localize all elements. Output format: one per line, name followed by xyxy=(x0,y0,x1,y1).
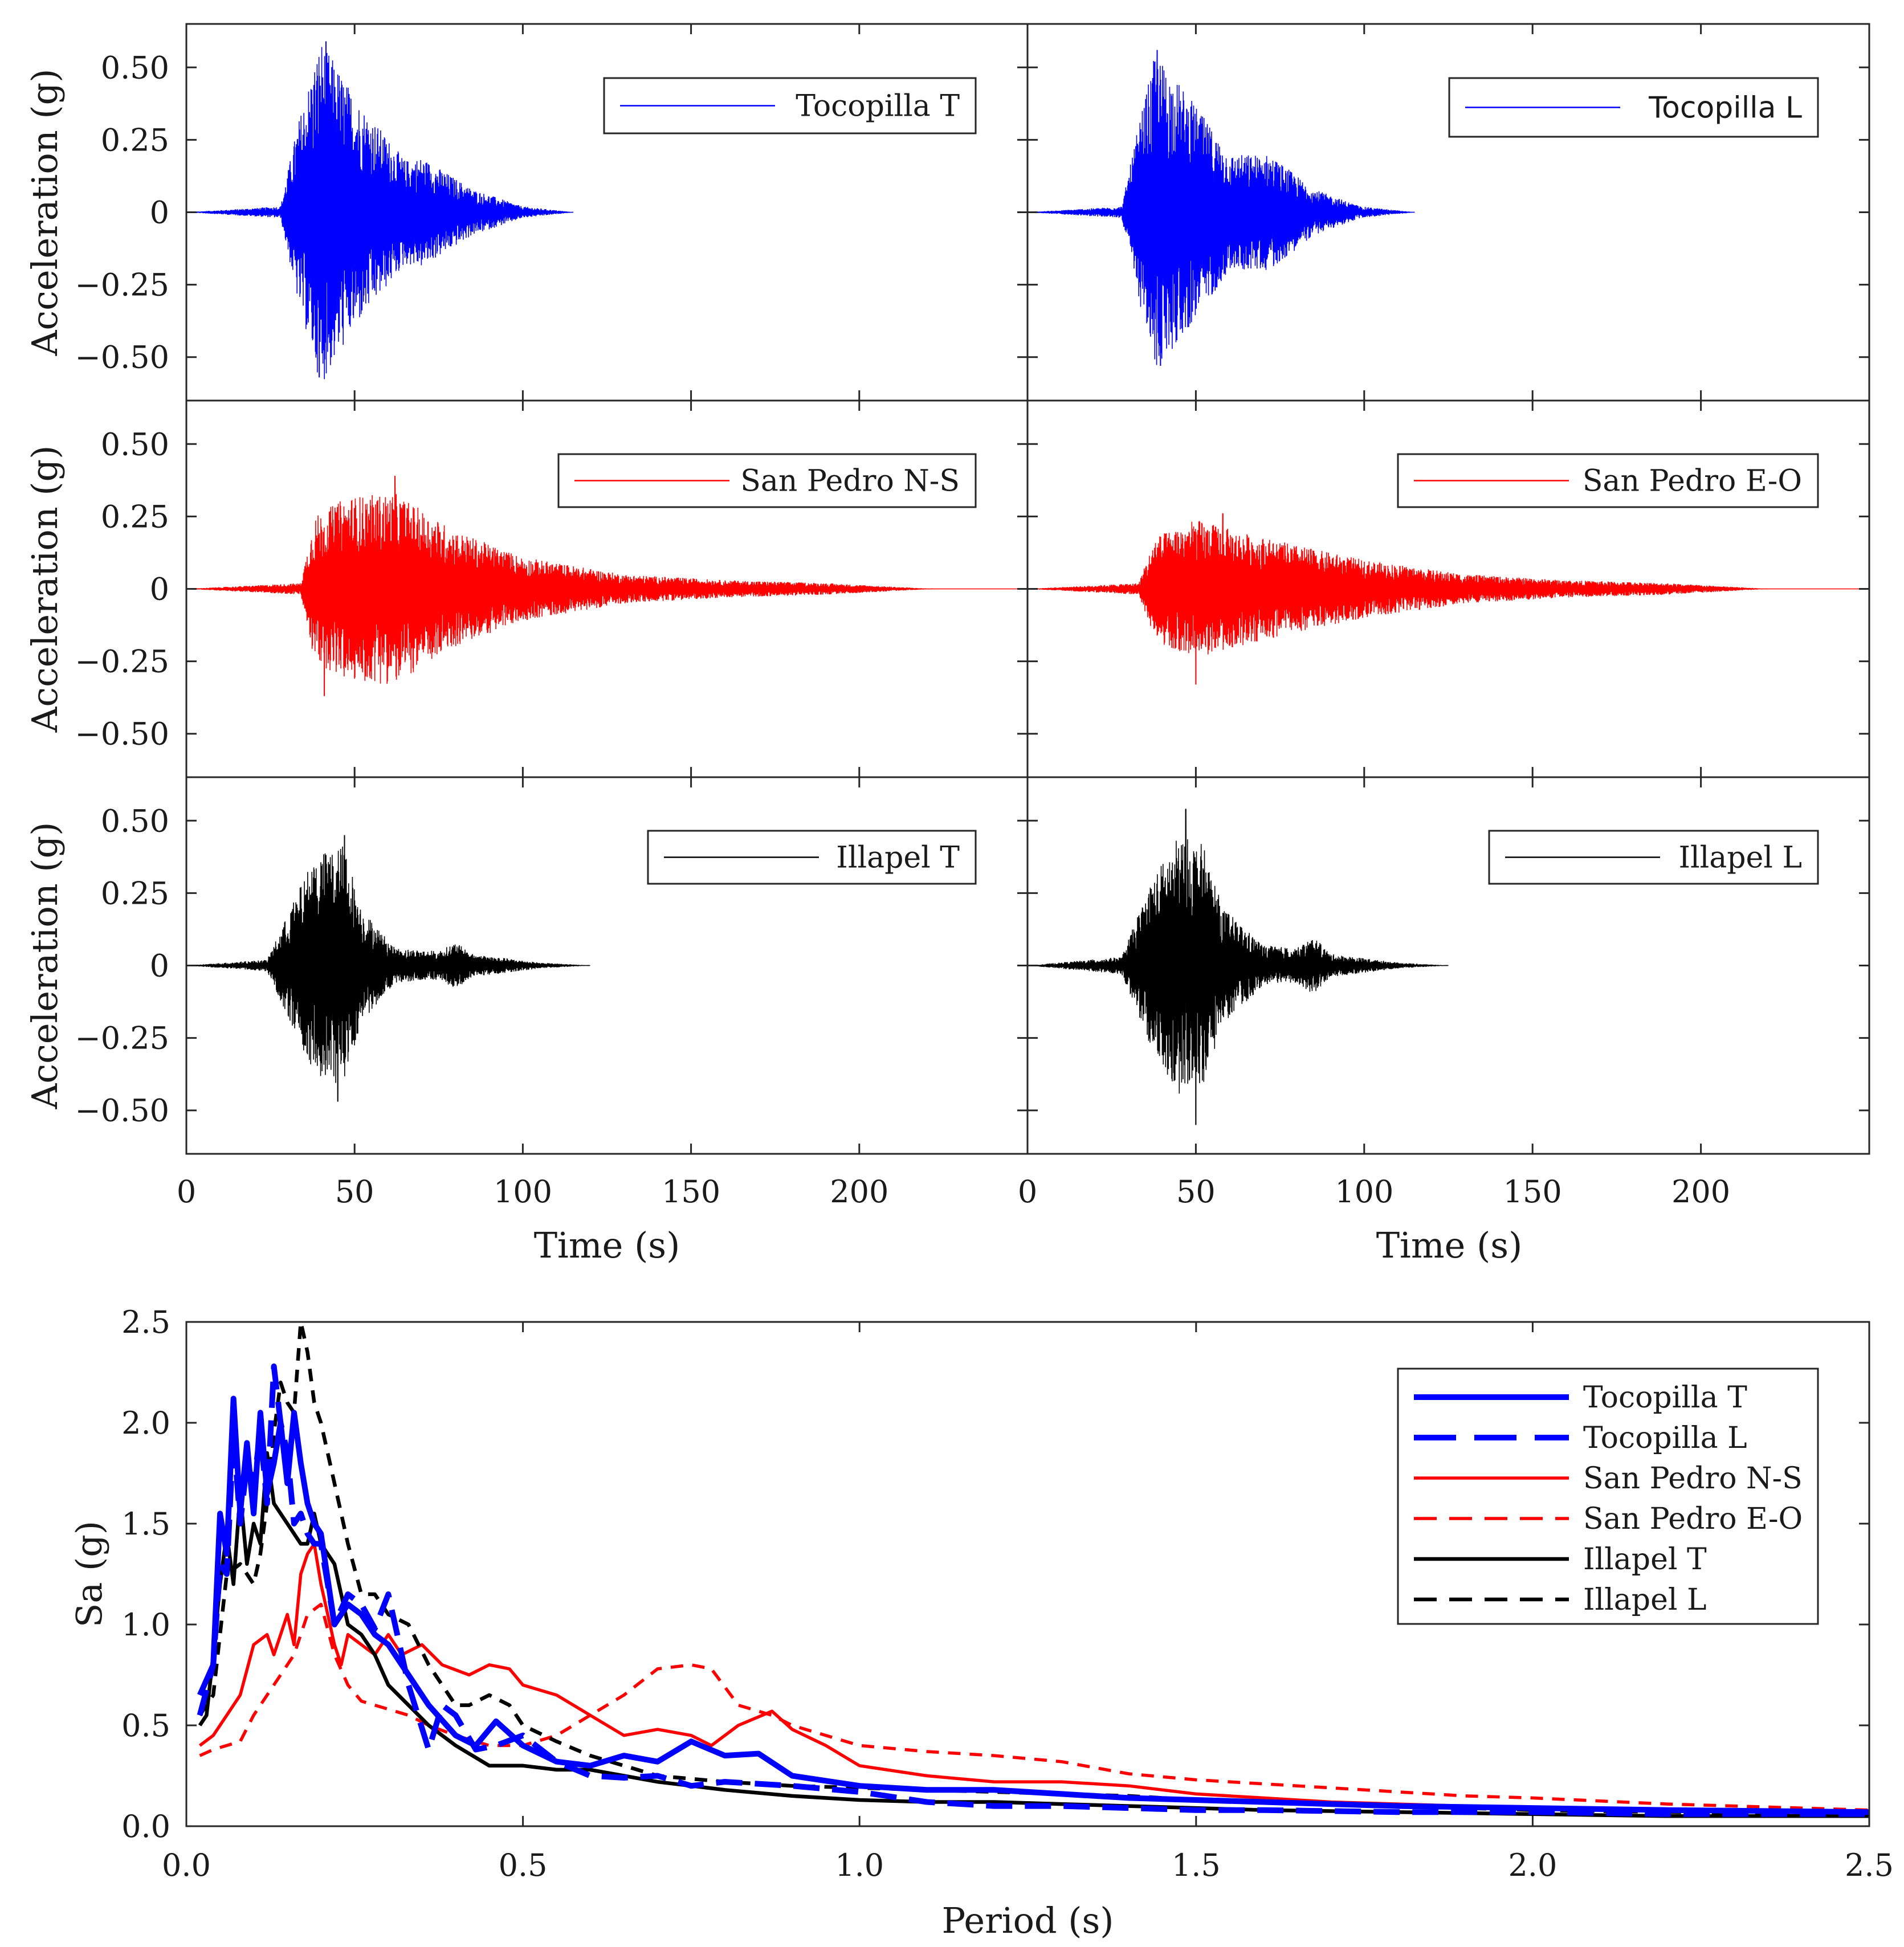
y-tick-label: −0.50 xyxy=(75,1093,169,1129)
spectrum-series xyxy=(197,1322,1869,1818)
series-line xyxy=(186,835,590,1102)
y-tick-label: 0.0 xyxy=(121,1809,170,1844)
y-tick-label: −0.25 xyxy=(75,644,169,680)
y-tick-label: −0.25 xyxy=(75,267,169,303)
legend-label: Illapel T xyxy=(836,841,960,875)
x-axis-label: Time (s) xyxy=(534,1224,680,1266)
y-tick-label: 0.25 xyxy=(101,875,169,911)
response-spectrum-panel: 0.0 0.5 1.0 1.5 2.0 2.5 0.0 0.5 1.0 1.5 2.0 2.5 Peri… xyxy=(68,1304,1894,1941)
y-axis-label: Acceleration (g) xyxy=(24,822,66,1110)
y-axis-label: Acceleration (g) xyxy=(24,69,66,357)
subplot-tocopilla-l: Tocopilla L xyxy=(1026,23,1870,402)
y-tick-label: 0 xyxy=(150,948,169,984)
y-axis-label: Acceleration (g) xyxy=(24,446,66,733)
x-axis-label: Time (s) xyxy=(1376,1224,1523,1266)
legend: Illapel L xyxy=(1488,830,1819,885)
y-tick-label: −0.50 xyxy=(75,716,169,752)
x-tick-label: 2.0 xyxy=(1508,1847,1557,1883)
y-tick-label: 0 xyxy=(150,572,169,607)
y-tick-label: 0.5 xyxy=(121,1708,170,1744)
axes-frame xyxy=(185,1321,1870,1827)
y-tick-label: 0.50 xyxy=(101,426,169,462)
x-tick-label: 0 xyxy=(177,1174,196,1210)
x-tick-label: 100 xyxy=(494,1174,552,1210)
series-line-tocopilla-t xyxy=(197,1395,1869,1815)
x-tick-label: 100 xyxy=(1335,1174,1393,1210)
legend-label: Tocopilla T xyxy=(796,89,960,124)
legend-label: San Pedro N-S xyxy=(1583,1462,1803,1496)
subplot-san-pedro-e-o: San Pedro E-O xyxy=(1026,399,1870,778)
legend: Tocopilla L xyxy=(1448,77,1819,138)
series-line xyxy=(186,476,1028,696)
series-line xyxy=(186,41,573,379)
legend-label: Tocopilla T xyxy=(1583,1381,1747,1415)
y-tick-label: 0 xyxy=(150,195,169,231)
x-tick-label: 2.5 xyxy=(1845,1847,1894,1883)
y-tick-label: −0.50 xyxy=(75,340,169,375)
y-tick-label: 2.5 xyxy=(121,1304,170,1340)
legend-label: San Pedro E-O xyxy=(1583,464,1802,499)
y-tick-label: 0.50 xyxy=(101,50,169,85)
legend-label: San Pedro E-O xyxy=(1583,1502,1803,1536)
y-tick-label: 0.50 xyxy=(101,803,169,839)
x-tick-label: 0.0 xyxy=(162,1847,211,1883)
legend-label: Tocopilla L xyxy=(1648,91,1802,125)
x-tick-label: 200 xyxy=(1671,1174,1730,1210)
x-tick-label: 1.0 xyxy=(835,1847,884,1883)
legend: San Pedro E-O xyxy=(1397,453,1819,508)
y-tick-label: 2.0 xyxy=(121,1405,170,1441)
y-tick-label: 0.25 xyxy=(101,499,169,534)
legend: Tocopilla T xyxy=(603,77,977,134)
series-line-san-pedro-e-o xyxy=(199,1602,1869,1812)
legend-label: Tocopilla L xyxy=(1583,1421,1747,1455)
x-tick-label: 150 xyxy=(662,1174,720,1210)
x-axis-label: Period (s) xyxy=(941,1900,1114,1941)
y-tick-label: 1.0 xyxy=(121,1607,170,1643)
legend-label: Illapel L xyxy=(1678,841,1802,875)
series-line-san-pedro-n-s xyxy=(198,1542,1869,1816)
x-tick-label: 50 xyxy=(1176,1174,1216,1210)
y-tick-label: 1.5 xyxy=(121,1506,170,1542)
x-tick-label: 50 xyxy=(335,1174,374,1210)
x-tick-label: 200 xyxy=(830,1174,888,1210)
legend-box xyxy=(1397,1368,1819,1625)
y-axis-label: Sa (g) xyxy=(68,1521,110,1627)
legend-label: Illapel T xyxy=(1583,1542,1707,1577)
x-tick-label: 0.5 xyxy=(499,1847,548,1883)
legend: San Pedro N-S xyxy=(557,453,977,508)
subplot-tocopilla-t: 0.50 0.25 0 −0.25 −0.50 Acceleration (g) Tocop… xyxy=(24,23,1029,402)
x-tick-label: 0 xyxy=(1018,1174,1037,1210)
legend-label: San Pedro N-S xyxy=(740,464,960,499)
x-tick-label: 1.5 xyxy=(1172,1847,1221,1883)
x-tick-label: 150 xyxy=(1503,1174,1562,1210)
series-line xyxy=(1028,513,1869,685)
series-line-illapel-t xyxy=(198,1451,1869,1818)
subplot-illapel-t: 0.50 0.25 0 −0.25 −0.50 0 50 100 150 200 Accelerat… xyxy=(24,776,1029,1210)
series-line xyxy=(1028,50,1415,366)
subplot-illapel-l: 0 50 100 150 200 Illapel L xyxy=(1018,776,1870,1210)
legend: Tocopilla T Tocopilla L San Pedro N-S San P… xyxy=(1397,1368,1819,1625)
legend-label: Illapel L xyxy=(1583,1583,1707,1617)
y-tick-label: 0.25 xyxy=(101,122,169,158)
legend: Illapel T xyxy=(647,830,977,885)
y-tick-label: −0.25 xyxy=(75,1021,169,1056)
series-line xyxy=(1028,809,1449,1125)
